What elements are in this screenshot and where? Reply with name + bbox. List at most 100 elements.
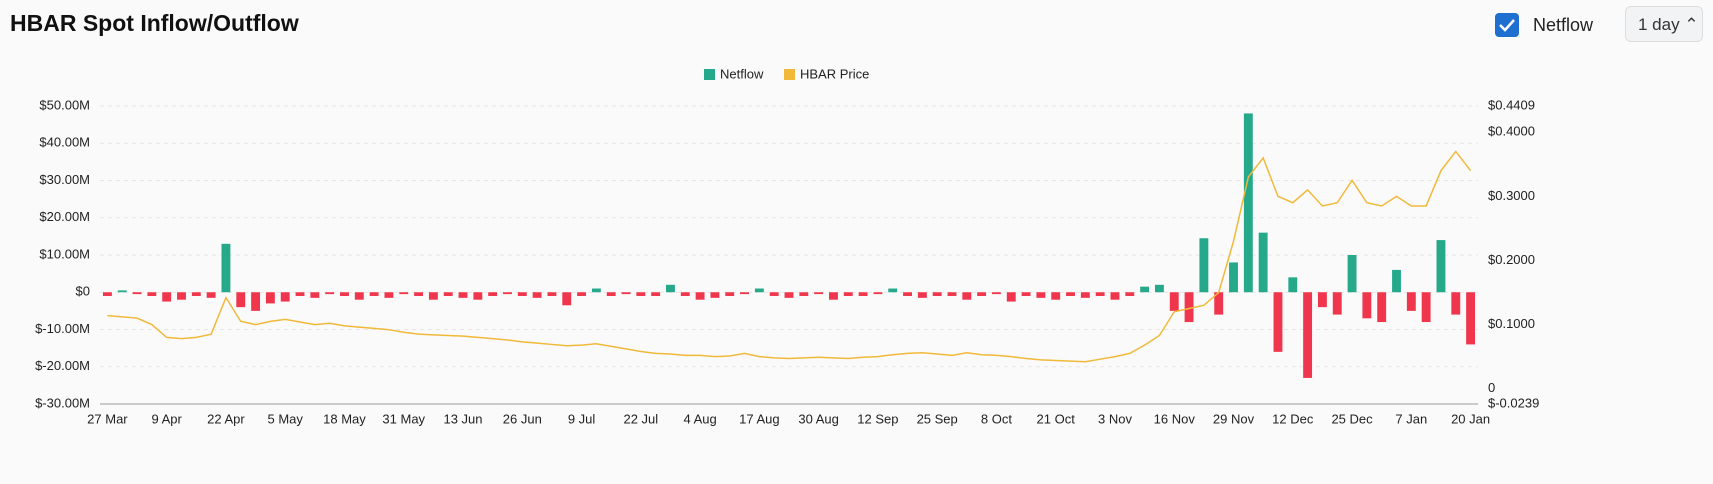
bar: [1421, 292, 1431, 323]
interval-select[interactable]: 1 day ⌃: [1625, 6, 1703, 42]
bar: [591, 288, 601, 293]
header: HBAR Spot Inflow/Outflow Netflow 1 day ⌃: [0, 0, 1713, 50]
bar: [458, 292, 468, 298]
bar: [829, 292, 838, 300]
bar: [1051, 292, 1061, 300]
bar: [1199, 238, 1209, 293]
bar: [147, 292, 157, 296]
y2-tick-label: $0.4000: [1488, 124, 1535, 139]
y-tick-label: $40.00M: [39, 135, 90, 150]
bar: [1021, 292, 1031, 296]
bar: [725, 292, 735, 296]
bar: [251, 292, 261, 311]
bar: [1140, 286, 1150, 293]
bar: [221, 243, 231, 293]
bar: [991, 292, 1001, 295]
x-tick-label: 18 May: [323, 411, 366, 426]
bar: [414, 292, 424, 296]
bar: [917, 292, 927, 298]
bar: [710, 292, 720, 298]
bar: [265, 292, 275, 304]
x-tick-label: 7 Jan: [1395, 411, 1427, 426]
legend-swatch: [704, 69, 715, 80]
x-tick-label: 12 Dec: [1272, 411, 1314, 426]
bar: [517, 292, 527, 296]
bar: [340, 292, 349, 296]
bar: [1080, 292, 1090, 298]
bar: [443, 292, 453, 296]
x-tick-label: 12 Sep: [857, 411, 898, 426]
x-tick-label: 31 May: [382, 411, 425, 426]
bar: [1451, 292, 1461, 315]
bar: [754, 288, 764, 293]
bar: [1273, 292, 1283, 352]
y-tick-label: $30.00M: [39, 172, 90, 187]
bar: [280, 292, 290, 302]
bar: [636, 292, 646, 296]
bar: [1154, 284, 1164, 293]
bar: [784, 292, 794, 298]
bar: [858, 292, 868, 296]
bar: [1258, 232, 1268, 293]
bar: [1214, 292, 1224, 315]
x-tick-label: 4 Aug: [683, 411, 716, 426]
y-tick-label: $20.00M: [39, 209, 90, 224]
checkbox[interactable]: [1495, 13, 1519, 37]
x-tick-label: 5 May: [268, 411, 304, 426]
bar: [814, 292, 824, 295]
bar: [651, 292, 661, 296]
x-tick-label: 25 Sep: [917, 411, 958, 426]
bar: [1066, 292, 1075, 296]
checkbox-label[interactable]: Netflow: [1533, 15, 1594, 35]
x-tick-label: 29 Nov: [1213, 411, 1255, 426]
bar: [1036, 292, 1046, 298]
bar: [102, 292, 112, 296]
x-tick-label: 8 Oct: [981, 411, 1012, 426]
bar: [503, 292, 512, 295]
bar: [1243, 113, 1253, 293]
x-tick-label: 17 Aug: [739, 411, 780, 426]
bar: [325, 292, 335, 295]
bar: [740, 292, 749, 295]
x-tick-label: 21 Oct: [1037, 411, 1076, 426]
bar: [1303, 292, 1313, 378]
y-tick-label: $-30.00M: [35, 395, 90, 410]
y-tick-label: $10.00M: [39, 246, 90, 261]
bar: [532, 292, 542, 298]
y-tick-label: $-10.00M: [35, 321, 90, 336]
bar: [903, 292, 912, 296]
bar: [1184, 292, 1194, 323]
bar: [117, 290, 127, 293]
y2-tick-label: 0: [1488, 380, 1495, 395]
bar: [1466, 292, 1476, 345]
bar: [1406, 292, 1416, 311]
bar: [1317, 292, 1327, 308]
bar: [799, 292, 809, 296]
bar: [354, 292, 364, 300]
bar: [695, 292, 705, 300]
bar: [295, 292, 305, 296]
bar: [977, 292, 987, 296]
bar: [1169, 292, 1179, 311]
bar: [191, 292, 201, 296]
bar: [769, 292, 779, 296]
y-tick-label: $0: [76, 284, 90, 299]
price-line: [107, 150, 1472, 363]
bar: [1229, 262, 1238, 293]
bar: [1436, 240, 1446, 293]
bar: [384, 292, 394, 298]
bar: [1377, 292, 1387, 323]
x-tick-label: 13 Jun: [443, 411, 482, 426]
bar: [680, 292, 690, 296]
legend-label: Netflow: [720, 66, 764, 81]
y2-tick-label: $0.3000: [1488, 188, 1535, 203]
y2-tick-label: $0.1000: [1488, 316, 1535, 331]
bar: [932, 292, 942, 296]
bar: [162, 292, 172, 302]
title: HBAR Spot Inflow/Outflow: [10, 10, 299, 36]
bar: [177, 292, 186, 300]
bar: [577, 292, 587, 296]
bar: [428, 292, 438, 300]
bar: [666, 284, 675, 293]
